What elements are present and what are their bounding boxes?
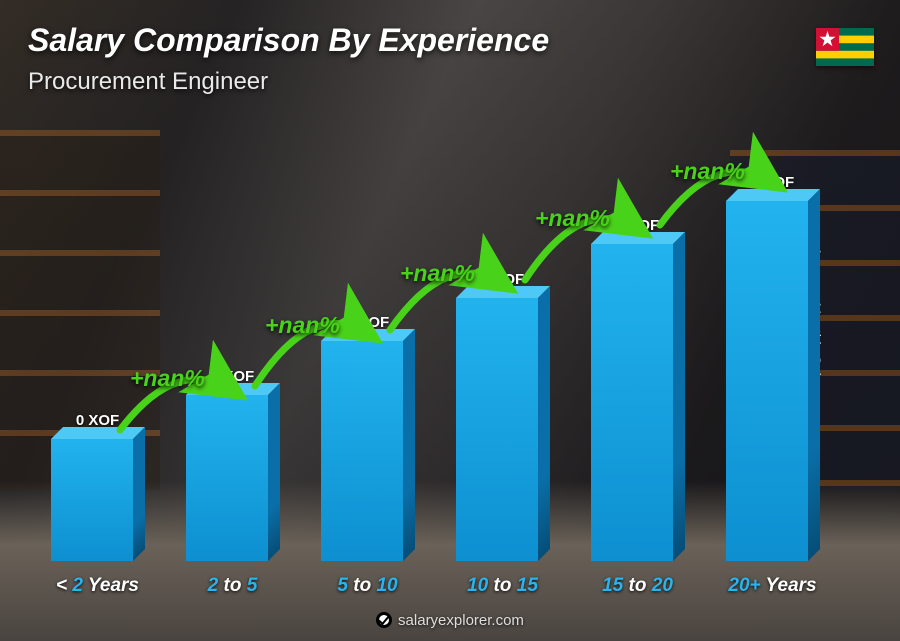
- arrow-delta-label: +nan%: [535, 205, 610, 232]
- bar-group: 0 XOF: [570, 217, 705, 561]
- bar-3d: [51, 439, 145, 561]
- bar-3d: [186, 395, 280, 561]
- footer-attribution: salaryexplorer.com: [0, 612, 900, 629]
- arrow-delta-label: +nan%: [400, 260, 475, 287]
- arrow-delta-label: +nan%: [670, 158, 745, 185]
- footer-text: salaryexplorer.com: [398, 612, 524, 629]
- bar-chart: 0 XOF 0 XOF 0 XOF 0 XOF 0 XOF: [30, 120, 840, 561]
- bar-3d: [591, 244, 685, 561]
- x-axis-labels: < 2 Years2 to 55 to 1010 to 1515 to 2020…: [30, 575, 840, 597]
- bars-row: 0 XOF 0 XOF 0 XOF 0 XOF 0 XOF: [30, 120, 840, 561]
- x-axis-label: 10 to 15: [435, 575, 570, 597]
- bar-3d: [456, 298, 550, 561]
- chart-subtitle: Procurement Engineer: [28, 68, 268, 96]
- bar-group: 0 XOF: [30, 412, 165, 561]
- bar-group: 0 XOF: [165, 368, 300, 561]
- bar-3d: [726, 201, 820, 561]
- infographic-container: Salary Comparison By Experience Procurem…: [0, 0, 900, 641]
- bar-group: 0 XOF: [300, 314, 435, 561]
- x-axis-label: < 2 Years: [30, 575, 165, 597]
- arrow-delta-label: +nan%: [130, 365, 205, 392]
- x-axis-label: 2 to 5: [165, 575, 300, 597]
- bar-3d: [321, 341, 415, 561]
- x-axis-label: 15 to 20: [570, 575, 705, 597]
- bar-group: 0 XOF: [705, 174, 840, 561]
- bar-group: 0 XOF: [435, 271, 570, 561]
- togo-flag-icon: [816, 28, 874, 66]
- chart-title: Salary Comparison By Experience: [28, 22, 549, 59]
- x-axis-label: 5 to 10: [300, 575, 435, 597]
- magnifier-icon: [376, 612, 392, 628]
- x-axis-label: 20+ Years: [705, 575, 840, 597]
- arrow-delta-label: +nan%: [265, 312, 340, 339]
